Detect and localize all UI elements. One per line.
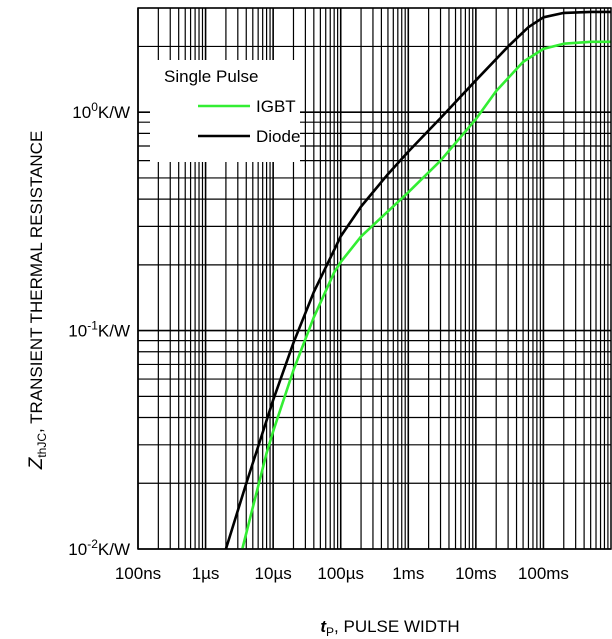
legend-box [150, 60, 300, 162]
series-line-igbt [241, 40, 611, 550]
x-tick-label: 100ns [115, 564, 161, 583]
y-tick-label: 10-2K/W [68, 537, 130, 559]
x-tick-label: 100ms [518, 564, 569, 583]
series-line-diode [224, 10, 611, 550]
legend-label-igbt: IGBT [256, 97, 296, 116]
y-axis-title: ZthJC, TRANSIENT THERMAL RESISTANCE [26, 131, 49, 471]
x-tick-label: 10µs [255, 564, 292, 583]
legend-title: Single Pulse [164, 67, 259, 86]
y-tick-label: 10-1K/W [68, 319, 130, 341]
y-tick-labels: 10-2K/W 10-1K/W 100K/W [68, 100, 130, 559]
plot-frame [137, 7, 612, 550]
x-tick-label: 1µs [192, 564, 220, 583]
x-tick-label: 10ms [455, 564, 497, 583]
series-lines [224, 10, 611, 550]
x-tick-labels: 100ns 1µs 10µs 100µs 1ms 10ms 100ms [115, 564, 569, 583]
legend-label-diode: Diode [256, 127, 300, 146]
x-axis-title: tP, PULSE WIDTH [320, 617, 459, 639]
x-tick-label: 1ms [392, 564, 424, 583]
legend: Single Pulse IGBT Diode [150, 60, 300, 162]
x-tick-label: 100µs [317, 564, 364, 583]
y-tick-label: 100K/W [72, 100, 130, 122]
